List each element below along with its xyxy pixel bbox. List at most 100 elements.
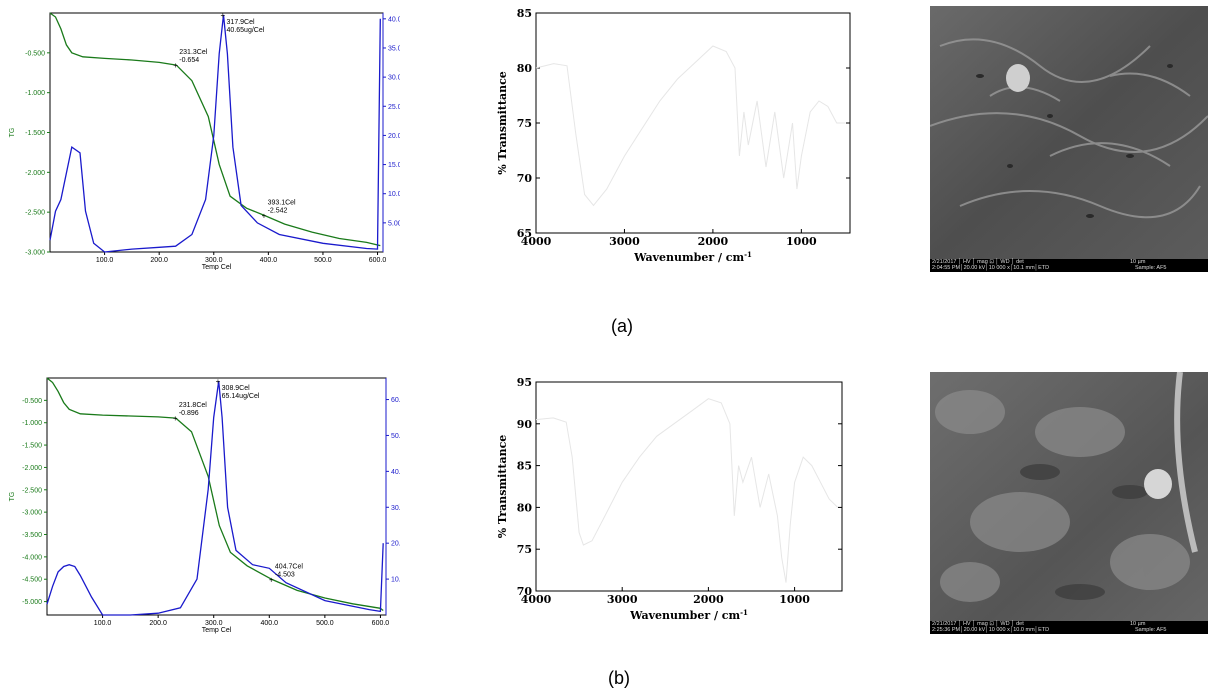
y-left-tick-label: -0.500 [22,398,42,405]
y-right-tick-label: 30.00 [391,505,400,512]
x-tick-label: 300.0 [205,257,223,264]
y-left-tick-label: -2.500 [25,210,45,217]
x-axis-label: Wavenumber / cm-1 [629,608,748,622]
y-right-tick-label: 10.00 [388,191,400,198]
y-right-tick-label: 50.00 [391,433,400,440]
y-left-tick-label: -1.500 [25,130,45,137]
plot-frame [46,377,387,616]
caption-b: (b) [608,668,630,688]
x-tick-label: 600.0 [369,257,387,264]
x-tick-label: 4000 [521,235,552,248]
y-right-tick-label: 25.00 [388,104,400,111]
y-left-tick-label: -0.500 [25,50,45,57]
x-tick-label: 200.0 [150,257,168,264]
annotation-label: 40.65ug/Cel [227,27,265,34]
y-left-axis-label: TG [9,492,16,502]
x-tick-label: 100.0 [94,620,112,627]
y-left-tick-label: -2.000 [22,465,42,472]
x-tick-label: 200.0 [149,620,167,627]
sem-info-line2: 2:25:36 PM│20.00 kV│10 000 x│10.0 mm│ETD [932,627,1050,633]
x-tick-label: 2000 [693,593,724,606]
x-axis-label: Wavenumber / cm-1 [633,250,752,264]
y-left-tick-label: -2.500 [22,487,42,494]
point-marker: + [269,575,274,584]
x-tick-label: 400.0 [261,620,279,627]
x-axis-label: Temp Cel [202,627,232,634]
tga-chart-a: 100.0 200.0 300.0 400.0 500.0 600.0 -0.500 -1.0… [0,0,423,271]
x-tick-label: 300.0 [205,620,223,627]
x-axis-label: Temp Cel [202,264,232,270]
y-left-tick-label: -4.000 [22,554,42,561]
y-tick-label: 65 [517,227,532,240]
y-right-tick-label: 5.00 [388,220,400,227]
y-right-tick-label: 40.00 [391,469,400,476]
y-left-tick-label: -2.000 [25,170,45,177]
ftir-chart-a-svg: 4000 3000 2000 1000 65 70 75 80 85 Wavenumber / c… [496,7,851,264]
x-tick-label: 1000 [779,593,810,606]
y-right-tick-label: 60.00 [391,397,400,404]
point-marker: + [173,414,178,423]
y-tick-label: 80 [517,62,533,75]
y-tick-label: 80 [517,501,533,514]
annotation-label: 308.9Cel [222,385,250,392]
sem-sample-label: Sample: AF5 [1135,627,1167,633]
plot-frame [535,381,843,592]
x-tick-label: 3000 [609,235,640,248]
x-tick-label: 1000 [786,235,817,248]
y-left-tick-label: -3.000 [25,250,45,257]
annotation-label: -2.542 [268,208,288,215]
y-left-tick-label: -1.000 [22,420,42,427]
ftir-chart-a: 4000 3000 2000 1000 65 70 75 80 85 Wavenumber / c… [480,0,860,280]
sem-scale-label: 10 µm [1130,259,1146,265]
sem-info-bar-b: 2/21/2017 │ HV │ mag ⊡ │ WD │ det 2:25:3… [930,621,1208,634]
point-marker: + [216,377,221,386]
y-right-tick-label: 15.00 [388,162,400,169]
sem-info-bar-a: 2/21/2017 │ HV │ mag ⊡ │ WD │ det 2:04:5… [930,259,1208,272]
y-right-tick-label: 20.00 [391,541,400,548]
sem-info-line1: 2/21/2017 │ HV │ mag ⊡ │ WD │ det [932,621,1024,627]
annotation-label: 231.8Cel [179,402,207,409]
y-left-tick-label: -1.000 [25,90,45,97]
x-tick-label: 2000 [698,235,729,248]
y-tick-label: 85 [517,7,532,20]
x-tick-label: 500.0 [314,257,332,264]
y-right-tick-label: 10.00 [391,577,400,584]
y-tick-label: 70 [517,585,533,598]
plot-frame [49,12,384,253]
sem-image-a: 2/21/2017 │ HV │ mag ⊡ │ WD │ det 2:04:5… [930,6,1208,272]
y-left-tick-label: -1.500 [22,443,42,450]
y-axis-label: % Transmittance [496,71,509,175]
sem-info-line2: 2:04:55 PM│20.00 kV│10 000 x│10.1 mm│ETD [932,265,1050,271]
y-tick-label: 75 [517,543,532,556]
y-tick-label: 70 [517,172,533,185]
tga-chart-b-svg: 100.0 200.0 300.0 400.0 500.0 600.0 -0.500 -1.0… [9,377,426,634]
plot-frame [535,12,851,234]
ftir-chart-b-svg: 4000 3000 2000 1000 70 75 80 85 90 95 Wavenumber /… [496,376,843,622]
x-tick-label: 4000 [521,593,552,606]
sem-texture-a [930,6,1208,259]
y-tick-label: 75 [517,117,532,130]
caption-a: (a) [611,316,633,336]
annotation-label: 404.7Cel [275,563,303,570]
sem-scale-label: 10 µm [1130,621,1146,627]
annotation-label: 231.3Cel [179,49,207,56]
sem-image-b: 2/21/2017 │ HV │ mag ⊡ │ WD │ det 2:25:3… [930,372,1208,634]
y-tick-label: 85 [517,460,532,473]
y-left-tick-label: -3.500 [22,532,42,539]
tg-curve [49,12,381,247]
annotation-label: -0.654 [179,57,199,64]
sem-sample-label: Sample: AF5 [1135,265,1167,271]
y-left-tick-label: -5.000 [22,599,42,606]
y-right-tick-label: 30.00 [388,75,400,82]
dtg-curve [46,381,384,616]
annotation-label: 65.14ug/Cel [222,393,260,400]
annotation-label: -0.896 [179,410,199,417]
y-tick-label: 95 [517,376,532,389]
point-marker: + [262,212,267,221]
spectrum-line [535,398,839,583]
annotation-label: 317.9Cel [227,19,255,26]
y-right-tick-label: 35.00 [388,45,400,52]
sem-info-line1: 2/21/2017 │ HV │ mag ⊡ │ WD │ det [932,259,1024,265]
tga-chart-b: 100.0 200.0 300.0 400.0 500.0 600.0 -0.500 -1.0… [0,372,426,634]
point-marker: + [221,11,226,20]
